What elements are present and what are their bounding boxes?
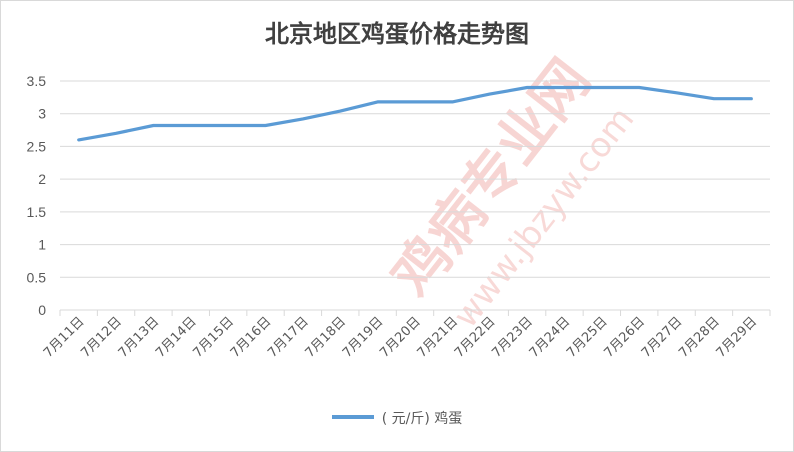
x-tick-label: 7月15日	[190, 314, 237, 361]
x-tick-label: 7月16日	[228, 314, 275, 361]
x-tick-label: 7月18日	[303, 314, 350, 361]
x-tick-label: 7月22日	[452, 314, 499, 361]
x-tick-label: 7月12日	[78, 314, 125, 361]
x-tick-label: 7月24日	[527, 314, 574, 361]
y-tick-label: 1.5	[27, 204, 47, 220]
x-tick-label: 7月21日	[415, 314, 462, 361]
y-axis-ticks: 0 0.5 1 1.5 2 2.5 3 3.5	[27, 73, 47, 318]
series-lines	[77, 85, 753, 142]
x-tick-label: 7月28日	[676, 314, 723, 361]
y-tick-label: 3.5	[27, 73, 47, 89]
chart-title: 北京地区鸡蛋价格走势图	[265, 20, 529, 48]
x-tick-label: 7月27日	[639, 314, 686, 361]
x-tick-label: 7月17日	[265, 314, 312, 361]
y-tick-label: 2.5	[27, 138, 47, 154]
x-tick-label: 7月19日	[340, 314, 387, 361]
y-tick-label: 3	[38, 106, 46, 122]
x-tick-label: 7月13日	[116, 314, 163, 361]
x-tick-label: 7月29日	[714, 314, 761, 361]
series-line	[77, 85, 753, 142]
x-tick-label: 7月25日	[564, 314, 611, 361]
y-tick-label: 0.5	[27, 269, 47, 285]
legend: ( 元/斤) 鸡蛋	[0, 408, 794, 428]
y-tick-label: 1	[38, 237, 46, 253]
x-axis-ticks: 7月11日7月12日7月13日7月14日7月15日7月16日7月17日7月18日…	[41, 310, 771, 361]
x-tick-label: 7月26日	[601, 314, 648, 361]
x-tick-label: 7月23日	[489, 314, 536, 361]
x-tick-label: 7月20日	[377, 314, 424, 361]
y-tick-label: 0	[38, 302, 46, 318]
y-tick-label: 2	[38, 171, 46, 187]
x-tick-label: 7月11日	[41, 314, 88, 361]
legend-label: ( 元/斤) 鸡蛋	[381, 411, 463, 427]
x-tick-label: 7月14日	[153, 314, 200, 361]
legend-swatch	[331, 415, 374, 419]
grid-lines	[60, 80, 770, 311]
